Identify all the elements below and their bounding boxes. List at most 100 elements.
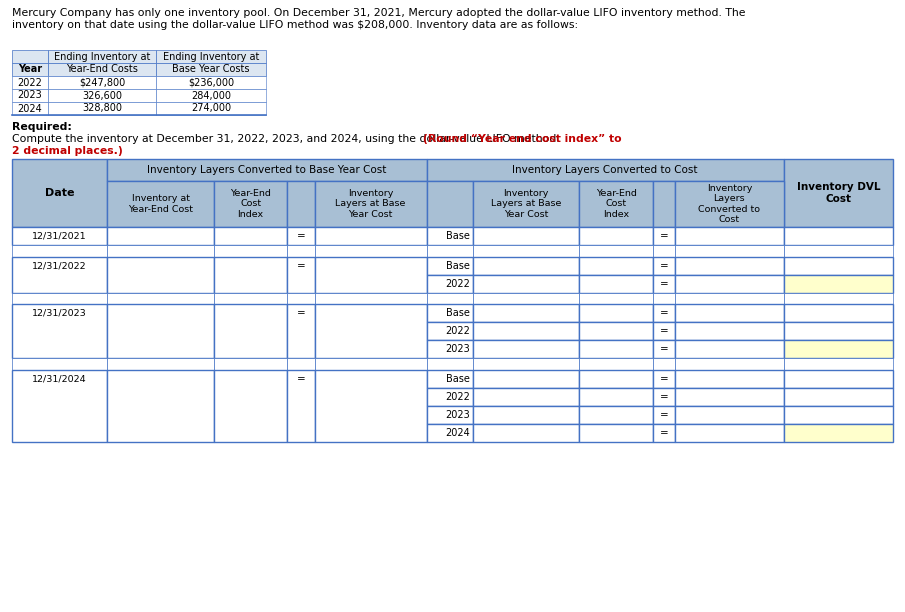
Bar [579, 406, 653, 424]
Bar [653, 245, 675, 256]
Bar [48, 89, 156, 102]
Bar [653, 304, 675, 323]
Bar [653, 359, 675, 370]
Bar [473, 304, 579, 323]
Bar [426, 159, 784, 181]
Text: =: = [660, 392, 668, 402]
Bar [675, 406, 784, 424]
Bar [214, 245, 288, 256]
Bar [675, 340, 784, 359]
Bar [315, 227, 426, 245]
Bar [784, 340, 893, 359]
Bar [675, 359, 784, 370]
Bar [214, 181, 288, 227]
Text: Ending Inventory at: Ending Inventory at [163, 51, 259, 61]
Bar [108, 227, 214, 245]
Bar [12, 370, 108, 442]
Bar [675, 424, 784, 442]
Text: Inventory Layers Converted to Base Year Cost: Inventory Layers Converted to Base Year … [148, 165, 386, 175]
Bar [315, 370, 426, 442]
Text: Base: Base [446, 308, 470, 318]
Bar [653, 370, 675, 388]
Text: Base: Base [446, 374, 470, 384]
Bar [473, 370, 579, 388]
Bar [156, 102, 266, 115]
Bar [288, 245, 315, 256]
Text: 326,600: 326,600 [82, 91, 122, 100]
Text: Inventory Layers Converted to Cost: Inventory Layers Converted to Cost [512, 165, 698, 175]
Bar [288, 256, 315, 293]
Bar [12, 50, 48, 63]
Bar [315, 304, 426, 359]
Bar [675, 304, 784, 323]
Bar [784, 227, 893, 245]
Bar [784, 424, 893, 442]
Bar [579, 340, 653, 359]
Bar [675, 245, 784, 256]
Text: Inventory DVL
Cost: Inventory DVL Cost [796, 182, 881, 204]
Text: Required:: Required: [12, 122, 71, 132]
Bar [156, 50, 266, 63]
Bar [288, 359, 315, 370]
Bar [288, 181, 315, 227]
Bar [653, 340, 675, 359]
Bar [12, 245, 108, 256]
Bar [108, 245, 214, 256]
Bar [784, 256, 893, 275]
Bar [315, 293, 426, 304]
Bar [675, 293, 784, 304]
Bar [675, 323, 784, 340]
Bar [214, 359, 288, 370]
Bar [426, 304, 473, 323]
Text: =: = [297, 308, 306, 318]
Bar [784, 406, 893, 424]
Text: Year-End Costs: Year-End Costs [66, 64, 138, 75]
Bar [108, 256, 214, 293]
Text: =: = [660, 326, 668, 337]
Bar [675, 227, 784, 245]
Bar [675, 256, 784, 275]
Bar [108, 181, 214, 227]
Bar [426, 340, 473, 359]
Bar [473, 181, 579, 227]
Bar [12, 359, 108, 370]
Text: 2024: 2024 [17, 103, 43, 113]
Bar [288, 293, 315, 304]
Bar [653, 181, 675, 227]
Bar [12, 76, 48, 89]
Bar [108, 370, 214, 442]
Text: 2022: 2022 [17, 78, 43, 88]
Text: =: = [660, 410, 668, 420]
Bar [12, 304, 108, 359]
Bar [675, 275, 784, 293]
Text: 328,800: 328,800 [82, 103, 122, 113]
Text: 2023: 2023 [17, 91, 43, 100]
Text: 12/31/2024: 12/31/2024 [33, 375, 87, 384]
Bar [108, 159, 426, 181]
Text: =: = [660, 231, 668, 241]
Bar [473, 424, 579, 442]
Bar [675, 370, 784, 388]
Bar [653, 227, 675, 245]
Text: 2023: 2023 [445, 345, 470, 354]
Bar [12, 256, 108, 293]
Text: 12/31/2021: 12/31/2021 [33, 231, 87, 241]
Bar [108, 293, 214, 304]
Bar [784, 304, 893, 323]
Text: 2023: 2023 [445, 410, 470, 420]
Bar [653, 388, 675, 406]
Bar [579, 388, 653, 406]
Text: 2022: 2022 [445, 278, 470, 289]
Text: 12/31/2023: 12/31/2023 [33, 309, 87, 318]
Bar [48, 63, 156, 76]
Text: Base: Base [446, 231, 470, 241]
Text: Base: Base [446, 261, 470, 271]
Bar [426, 370, 473, 388]
Bar [12, 89, 48, 102]
Bar [426, 245, 473, 256]
Bar [426, 275, 473, 293]
Text: 284,000: 284,000 [191, 91, 231, 100]
Text: =: = [660, 345, 668, 354]
Bar [426, 256, 473, 275]
Bar [653, 323, 675, 340]
